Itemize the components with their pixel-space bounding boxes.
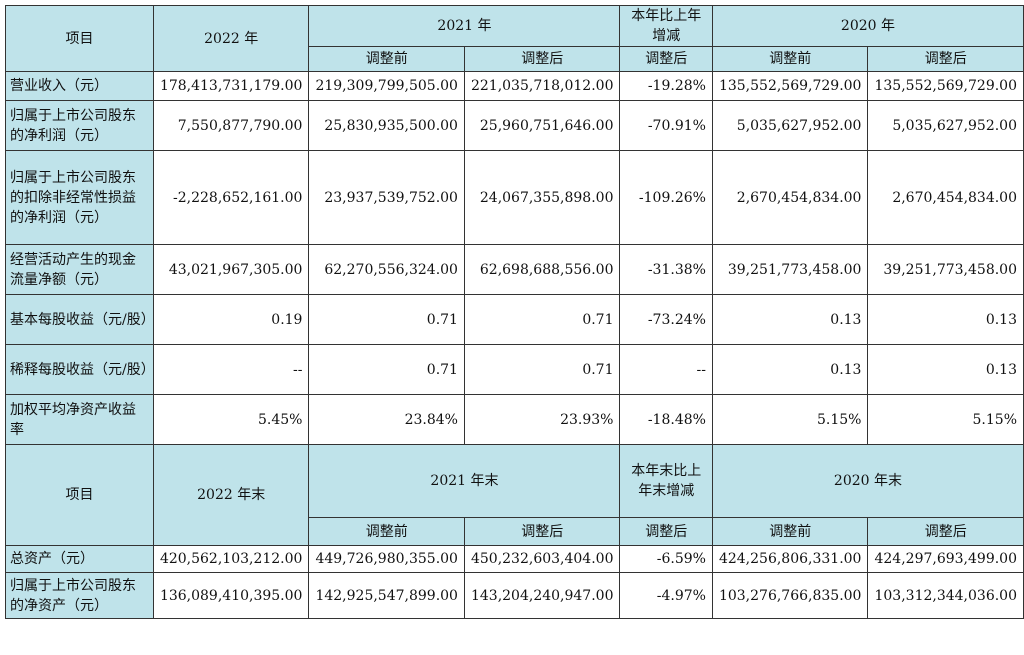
cell-yoy: -70.91% — [619, 100, 713, 151]
cell-2022: -- — [152, 344, 310, 395]
cell-2021-before: 0.71 — [308, 294, 465, 345]
table-row: 归属于上市公司股东的净资产（元） 136,089,410,395.00 142,… — [5, 572, 1024, 619]
header-2021: 2021 年 — [308, 5, 621, 47]
cell-2021-before: 142,925,547,899.00 — [308, 572, 465, 619]
cell-yoy: -109.26% — [619, 150, 713, 245]
cell-2021-before: 219,309,799,505.00 — [308, 71, 465, 101]
cell-2020-before: 5,035,627,952.00 — [711, 100, 869, 151]
cell-yoy: -6.59% — [619, 545, 713, 573]
header-2020-end: 2020 年末 — [711, 444, 1024, 518]
row-label: 总资产（元） — [5, 545, 154, 573]
cell-2021-after: 23.93% — [463, 394, 621, 445]
cell-2021-before: 25,830,935,500.00 — [308, 100, 465, 151]
row-label: 归属于上市公司股东的扣除非经常性损益的净利润（元） — [5, 150, 154, 245]
cell-2020-before: 135,552,569,729.00 — [711, 71, 869, 101]
header-2020: 2020 年 — [711, 5, 1024, 47]
header-2020-before: 调整前 — [711, 46, 869, 72]
header-2022-end: 2022 年末 — [152, 444, 310, 546]
cell-2020-after: 5,035,627,952.00 — [867, 100, 1024, 151]
table-row: 总资产（元） 420,562,103,212.00 449,726,980,35… — [5, 545, 1024, 573]
cell-2020-after: 39,251,773,458.00 — [867, 244, 1024, 295]
header-2021-end-after: 调整后 — [463, 517, 621, 546]
cell-2021-after: 221,035,718,012.00 — [463, 71, 621, 101]
cell-2020-after: 0.13 — [867, 344, 1024, 395]
table-row: 基本每股收益（元/股） 0.19 0.71 0.71 -73.24% 0.13 … — [5, 294, 1024, 345]
cell-2022: 420,562,103,212.00 — [152, 545, 310, 573]
cell-yoy: -73.24% — [619, 294, 713, 345]
row-label: 基本每股收益（元/股） — [5, 294, 155, 345]
cell-2020-before: 103,276,766,835.00 — [711, 572, 869, 619]
cell-2020-after: 135,552,569,729.00 — [867, 71, 1024, 101]
cell-2020-before: 424,256,806,331.00 — [711, 545, 869, 573]
header-2021-end-before: 调整前 — [308, 517, 465, 546]
cell-2021-before: 23,937,539,752.00 — [308, 150, 465, 245]
table-row: 营业收入（元） 178,413,731,179.00 219,309,799,5… — [5, 71, 1024, 101]
header-2020-end-before: 调整前 — [711, 517, 869, 546]
cell-2022: 43,021,967,305.00 — [152, 244, 310, 295]
table-row: 经营活动产生的现金流量净额（元） 43,021,967,305.00 62,27… — [5, 244, 1024, 295]
row-label: 稀释每股收益（元/股） — [5, 344, 155, 395]
header-2021-before: 调整前 — [308, 46, 465, 72]
cell-yoy: -4.97% — [619, 572, 713, 619]
cell-2021-after: 143,204,240,947.00 — [463, 572, 621, 619]
header-yoy-after: 调整后 — [619, 46, 713, 72]
cell-yoy: -19.28% — [619, 71, 713, 101]
table-row: 加权平均净资产收益率 5.45% 23.84% 23.93% -18.48% 5… — [5, 394, 1024, 445]
cell-2022: 136,089,410,395.00 — [152, 572, 310, 619]
cell-2020-before: 0.13 — [711, 294, 869, 345]
row-label: 归属于上市公司股东的净资产（元） — [5, 572, 154, 619]
cell-2020-after: 424,297,693,499.00 — [867, 545, 1024, 573]
cell-2021-after: 0.71 — [463, 294, 621, 345]
header-2020-end-after: 调整后 — [867, 517, 1024, 546]
cell-2021-before: 0.71 — [308, 344, 465, 395]
header-2020-after: 调整后 — [867, 46, 1024, 72]
cell-2020-after: 0.13 — [867, 294, 1024, 345]
row-label: 经营活动产生的现金流量净额（元） — [5, 244, 154, 295]
cell-2021-after: 450,232,603,404.00 — [463, 545, 621, 573]
header-item-bottom: 项目 — [5, 444, 154, 546]
cell-yoy: -- — [619, 344, 713, 395]
cell-2022: 7,550,877,790.00 — [152, 100, 310, 151]
header-item: 项目 — [5, 5, 154, 72]
header-2022: 2022 年 — [152, 5, 310, 72]
row-label: 营业收入（元） — [5, 71, 154, 101]
cell-2020-before: 5.15% — [711, 394, 869, 445]
cell-2021-after: 62,698,688,556.00 — [463, 244, 621, 295]
cell-2021-before: 62,270,556,324.00 — [308, 244, 465, 295]
cell-2022: 5.45% — [152, 394, 310, 445]
cell-2021-before: 449,726,980,355.00 — [308, 545, 465, 573]
cell-2020-after: 103,312,344,036.00 — [867, 572, 1024, 619]
cell-2020-before: 39,251,773,458.00 — [711, 244, 869, 295]
cell-2020-after: 2,670,454,834.00 — [867, 150, 1024, 245]
cell-yoy: -18.48% — [619, 394, 713, 445]
cell-2021-after: 25,960,751,646.00 — [463, 100, 621, 151]
cell-2021-before: 23.84% — [308, 394, 465, 445]
cell-2022: 0.19 — [152, 294, 310, 345]
row-label: 归属于上市公司股东的净利润（元） — [5, 100, 154, 151]
cell-2022: 178,413,731,179.00 — [152, 71, 310, 101]
row-label: 加权平均净资产收益率 — [5, 394, 154, 445]
cell-2020-before: 2,670,454,834.00 — [711, 150, 869, 245]
cell-yoy: -31.38% — [619, 244, 713, 295]
cell-2020-before: 0.13 — [711, 344, 869, 395]
cell-2021-after: 0.71 — [463, 344, 621, 395]
table-row: 归属于上市公司股东的扣除非经常性损益的净利润（元） -2,228,652,161… — [5, 150, 1024, 245]
table-row: 归属于上市公司股东的净利润（元） 7,550,877,790.00 25,830… — [5, 100, 1024, 151]
cell-2020-after: 5.15% — [867, 394, 1024, 445]
header-yoy-end-after: 调整后 — [619, 517, 713, 546]
header-yoy-end: 本年末比上年末增减 — [619, 444, 713, 518]
header-yoy: 本年比上年增减 — [619, 5, 713, 47]
cell-2021-after: 24,067,355,898.00 — [463, 150, 621, 245]
table-row: 稀释每股收益（元/股） -- 0.71 0.71 -- 0.13 0.13 — [5, 344, 1024, 395]
cell-2022: -2,228,652,161.00 — [152, 150, 310, 245]
header-2021-end: 2021 年末 — [308, 444, 621, 518]
header-2021-after: 调整后 — [463, 46, 621, 72]
financial-summary-table: 项目 2022 年 2021 年 本年比上年增减 2020 年 调整前 调整后 … — [5, 5, 1024, 619]
